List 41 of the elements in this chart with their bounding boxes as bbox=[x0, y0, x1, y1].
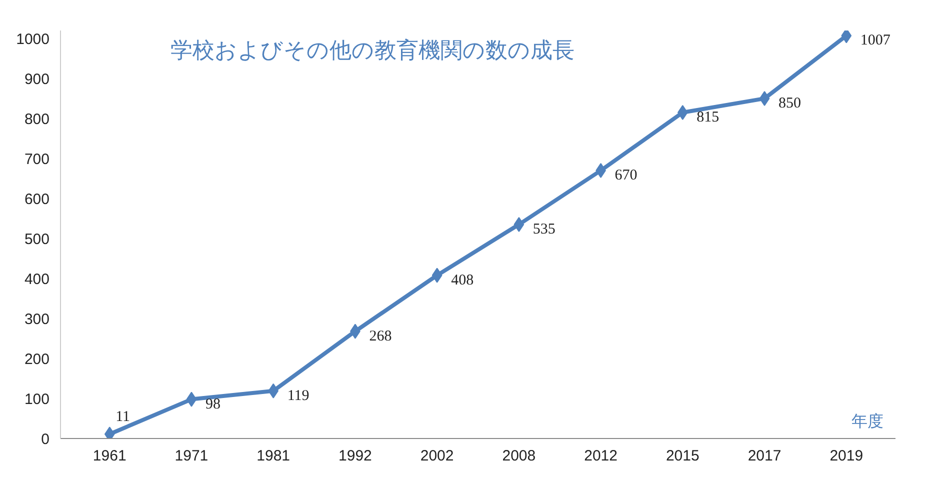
y-tick-label: 500 bbox=[24, 231, 50, 248]
y-tick-label: 1000 bbox=[16, 31, 50, 48]
point bbox=[514, 217, 524, 232]
data-label: 535 bbox=[532, 222, 556, 238]
x-tick-label: 1992 bbox=[338, 448, 372, 464]
point bbox=[596, 163, 606, 178]
x-tick-label: 2015 bbox=[666, 448, 700, 464]
data-label: 119 bbox=[287, 388, 310, 404]
data-label: 11 bbox=[116, 409, 130, 426]
y-tick-label: 700 bbox=[24, 151, 50, 168]
point bbox=[841, 30, 852, 44]
data-label: 268 bbox=[369, 328, 392, 344]
point bbox=[432, 268, 442, 283]
x-axis-title: 年度 bbox=[852, 412, 884, 430]
y-tick-label: 100 bbox=[24, 391, 50, 408]
data-label: 1007 bbox=[860, 32, 891, 49]
y-tick-label: 200 bbox=[24, 351, 50, 368]
y-tick-label: 800 bbox=[24, 111, 50, 128]
data-label: 98 bbox=[205, 396, 220, 412]
y-tick-label: 300 bbox=[24, 311, 50, 328]
x-tick-label: 2012 bbox=[584, 448, 618, 464]
chart-title: 学校およびその他の教育機関の数の成長 bbox=[170, 38, 574, 64]
y-tick-label: 900 bbox=[24, 71, 50, 88]
data-label: 815 bbox=[696, 110, 720, 126]
x-tick-label: 2017 bbox=[748, 448, 782, 464]
point bbox=[268, 383, 279, 398]
data-label: 670 bbox=[614, 168, 638, 184]
point bbox=[186, 392, 197, 407]
point bbox=[677, 105, 688, 120]
x-tick-label: 2019 bbox=[830, 448, 864, 464]
point bbox=[759, 91, 770, 106]
x-tick-label: 2002 bbox=[420, 448, 454, 464]
x-tick-label: 1971 bbox=[174, 448, 208, 464]
y-tick-label: 400 bbox=[24, 271, 50, 288]
x-tick-label: 1981 bbox=[256, 448, 290, 464]
y-tick-label: 600 bbox=[24, 191, 50, 208]
y-tick-label: 0 bbox=[41, 431, 50, 448]
x-tick-label: 1961 bbox=[92, 448, 126, 464]
x-tick-label: 2008 bbox=[502, 448, 536, 464]
data-label: 408 bbox=[451, 272, 474, 288]
data-label: 850 bbox=[778, 96, 802, 112]
